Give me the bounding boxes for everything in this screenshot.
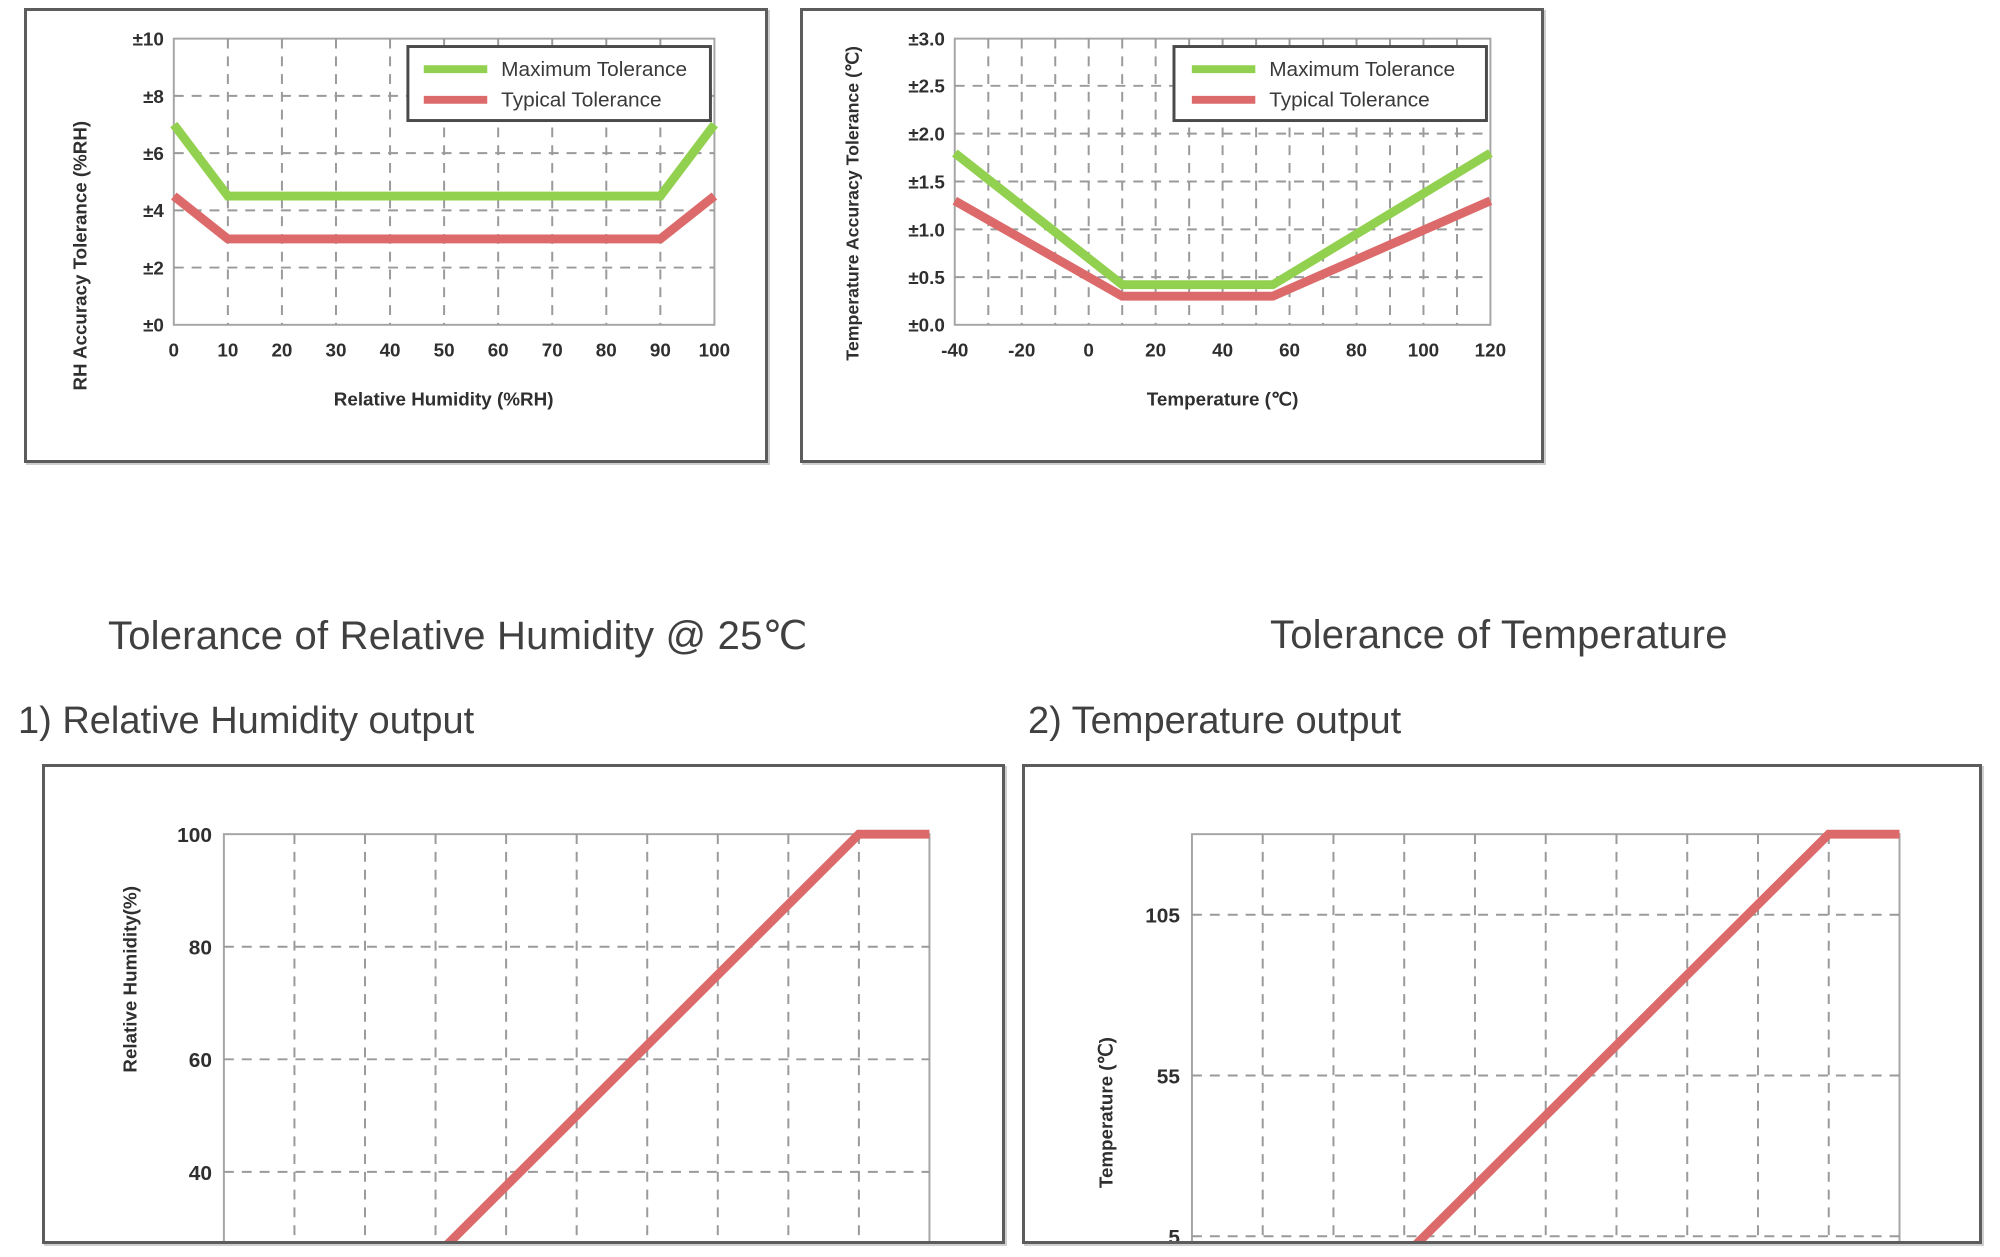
svg-text:±6: ±6 [143, 143, 164, 164]
rh-output-svg: Relative Humidity(%) 0 20 40 60 80 1 [119, 824, 931, 1241]
temp-output-y-axis-title: Temperature (℃) [1095, 1037, 1116, 1188]
svg-text:20: 20 [1145, 339, 1166, 360]
svg-text:100: 100 [699, 339, 730, 360]
temp-output-y-ticklabels: -45 5 55 105 [1145, 905, 1180, 1241]
svg-text:100: 100 [177, 824, 212, 847]
svg-text:0: 0 [1083, 339, 1093, 360]
svg-text:55: 55 [1157, 1065, 1180, 1088]
svg-text:80: 80 [596, 339, 617, 360]
rh-tolerance-chart-panel: RH Accuracy Tolerance (%RH) ±0 ±2 ±4 ± [24, 8, 768, 463]
svg-text:40: 40 [189, 1162, 212, 1185]
svg-text:60: 60 [488, 339, 509, 360]
svg-text:100: 100 [1408, 339, 1439, 360]
rh-output-y-axis-title: Relative Humidity(%) [119, 886, 140, 1073]
svg-text:±8: ±8 [143, 86, 164, 107]
section-label-rh-output: 1) Relative Humidity output [18, 700, 475, 742]
temp-tolerance-x-ticklabels: -40 -20 0 20 40 60 80 100 120 [941, 339, 1506, 360]
legend-label-typical: Typical Tolerance [1269, 89, 1429, 112]
rh-tolerance-series-typical [171, 192, 718, 244]
temp-tolerance-svg: Temperature Accuracy Tolerance (℃) [843, 29, 1507, 410]
svg-text:±4: ±4 [143, 200, 164, 221]
temp-tolerance-chart-panel: Temperature Accuracy Tolerance (℃) [800, 8, 1544, 463]
rh-tolerance-y-axis-title: RH Accuracy Tolerance (%RH) [69, 121, 90, 391]
rh-output-y-ticklabels: 0 20 40 60 80 100 [177, 824, 212, 1185]
svg-text:-20: -20 [1008, 339, 1035, 360]
svg-text:120: 120 [1475, 339, 1506, 360]
svg-text:40: 40 [1212, 339, 1233, 360]
svg-text:20: 20 [271, 339, 292, 360]
legend-label-maximum: Maximum Tolerance [1269, 58, 1455, 81]
temp-tolerance-x-axis-title: Temperature (℃) [1147, 389, 1299, 410]
rh-tolerance-x-ticklabels: 0 10 20 30 40 50 60 70 80 90 100 [169, 339, 731, 360]
temp-tolerance-legend: Maximum Tolerance Typical Tolerance [1172, 45, 1488, 123]
rh-tolerance-svg: RH Accuracy Tolerance (%RH) ±0 ±2 ±4 ± [69, 29, 731, 410]
svg-text:30: 30 [326, 339, 347, 360]
rh-output-chart-panel: Relative Humidity(%) 0 20 40 60 80 1 [42, 764, 1005, 1244]
section-label-temp-output: 2) Temperature output [1028, 700, 1402, 742]
temp-tolerance-series-typical [952, 196, 1493, 301]
rh-tolerance-x-axis-title: Relative Humidity (%RH) [334, 389, 554, 410]
legend-label-maximum: Maximum Tolerance [501, 58, 687, 81]
rh-tolerance-y-ticklabels: ±0 ±2 ±4 ±6 ±8 ±10 [133, 29, 165, 336]
svg-text:70: 70 [542, 339, 563, 360]
svg-text:10: 10 [217, 339, 238, 360]
temp-tolerance-y-ticklabels: ±0.0 ±0.5 ±1.0 ±1.5 ±2.0 ±2.5 ±3.0 [908, 29, 945, 336]
svg-text:±2.0: ±2.0 [908, 124, 945, 145]
temp-tolerance-series-maximum [951, 149, 1493, 290]
svg-text:±2.5: ±2.5 [908, 76, 945, 97]
svg-text:±1.5: ±1.5 [908, 171, 945, 192]
rh-tolerance-series-maximum [170, 121, 718, 201]
svg-text:60: 60 [189, 1049, 212, 1072]
temp-output-chart-panel: Temperature (℃) -45 5 55 10 [1022, 764, 1982, 1244]
temp-tolerance-caption: Tolerance of Temperature [1270, 613, 1728, 657]
svg-text:90: 90 [650, 339, 671, 360]
temp-output-series-transfer [1413, 829, 1900, 1241]
svg-text:5: 5 [1168, 1226, 1180, 1241]
svg-text:105: 105 [1145, 905, 1180, 928]
rh-output-series-transfer [444, 829, 930, 1241]
temp-tolerance-y-axis-title: Temperature Accuracy Tolerance (℃) [843, 46, 863, 361]
svg-text:80: 80 [189, 937, 212, 960]
rh-tolerance-gridlines [173, 38, 715, 325]
svg-text:-40: -40 [941, 339, 968, 360]
svg-text:±10: ±10 [133, 29, 164, 50]
svg-text:50: 50 [434, 339, 455, 360]
svg-text:60: 60 [1279, 339, 1300, 360]
rh-output-gridlines [223, 834, 930, 1241]
rh-tolerance-legend: Maximum Tolerance Typical Tolerance [406, 45, 712, 123]
svg-text:80: 80 [1346, 339, 1367, 360]
legend-label-typical: Typical Tolerance [501, 89, 661, 112]
svg-text:±2: ±2 [143, 258, 164, 279]
svg-text:±0: ±0 [143, 315, 164, 336]
svg-text:±3.0: ±3.0 [908, 29, 945, 50]
svg-text:±0.0: ±0.0 [908, 315, 945, 336]
svg-text:±0.5: ±0.5 [908, 267, 945, 288]
svg-text:±1.0: ±1.0 [908, 219, 945, 240]
temp-output-svg: Temperature (℃) -45 5 55 10 [1095, 829, 1901, 1241]
temp-output-gridlines [1191, 834, 1900, 1241]
svg-text:0: 0 [169, 339, 179, 360]
svg-text:40: 40 [380, 339, 401, 360]
rh-tolerance-caption: Tolerance of Relative Humidity @ 25℃ [108, 614, 808, 658]
